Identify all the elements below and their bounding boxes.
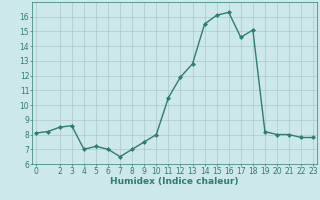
X-axis label: Humidex (Indice chaleur): Humidex (Indice chaleur) (110, 177, 239, 186)
